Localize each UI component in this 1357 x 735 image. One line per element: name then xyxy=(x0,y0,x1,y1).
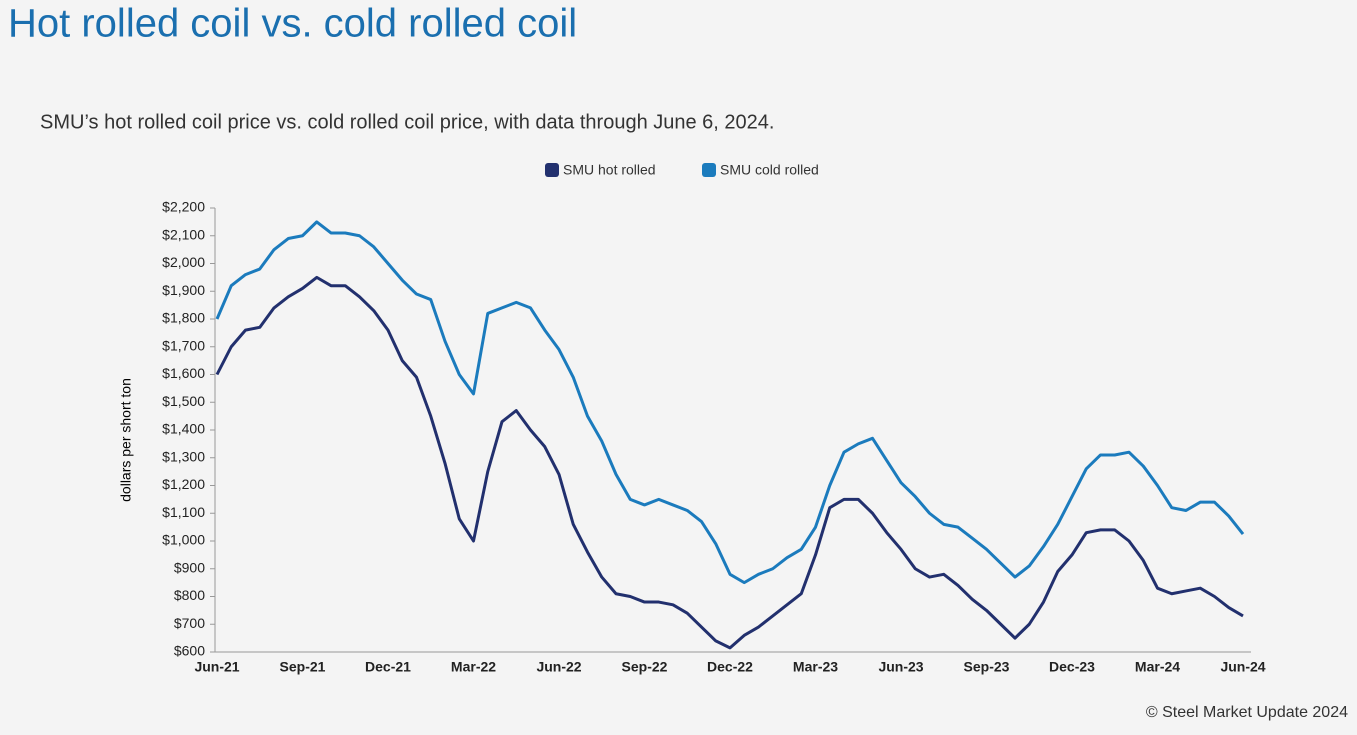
x-tick-label: Dec-21 xyxy=(365,659,411,675)
y-tick-label: $2,100 xyxy=(162,226,205,242)
y-tick-label: $1,400 xyxy=(162,421,205,437)
x-tick-label: Sep-21 xyxy=(280,659,326,675)
legend-swatch xyxy=(702,163,716,177)
y-tick-label: $1,800 xyxy=(162,310,205,326)
y-axis-label: dollars per short ton xyxy=(118,378,134,502)
y-tick-label: $2,000 xyxy=(162,254,205,270)
x-tick-label: Jun-21 xyxy=(194,659,239,675)
y-tick-label: $1,000 xyxy=(162,532,205,548)
legend-label: SMU hot rolled xyxy=(563,162,656,178)
y-tick-label: $600 xyxy=(174,643,205,659)
x-tick-label: Jun-23 xyxy=(878,659,923,675)
y-tick-label: $1,600 xyxy=(162,365,205,381)
y-tick-label: $1,200 xyxy=(162,476,205,492)
x-tick-label: Mar-22 xyxy=(451,659,496,675)
y-tick-label: $1,900 xyxy=(162,282,205,298)
y-tick-label: $900 xyxy=(174,559,205,575)
series-line xyxy=(215,220,1245,585)
x-tick-label: Sep-23 xyxy=(964,659,1010,675)
y-tick-label: $2,200 xyxy=(162,199,205,215)
series-line xyxy=(215,275,1244,650)
y-tick-label: $700 xyxy=(174,615,205,631)
x-tick-label: Dec-22 xyxy=(707,659,753,675)
x-tick-label: Mar-24 xyxy=(1135,659,1180,675)
y-tick-label: $800 xyxy=(174,587,205,603)
y-tick-label: $1,100 xyxy=(162,504,205,520)
x-tick-label: Jun-22 xyxy=(536,659,581,675)
x-tick-label: Sep-22 xyxy=(622,659,668,675)
y-tick-label: $1,500 xyxy=(162,393,205,409)
source: © Steel Market Update 2024 xyxy=(1146,704,1348,721)
chart-title: Hot rolled coil vs. cold rolled coil xyxy=(8,2,577,46)
x-tick-label: Mar-23 xyxy=(793,659,838,675)
y-tick-label: $1,700 xyxy=(162,337,205,353)
chart-subtitle: SMU’s hot rolled coil price vs. cold rol… xyxy=(40,111,774,133)
legend-label: SMU cold rolled xyxy=(720,162,819,178)
legend: SMU hot rolled SMU cold rolled xyxy=(545,162,819,178)
legend-swatch xyxy=(545,163,559,177)
y-tick-label: $1,300 xyxy=(162,448,205,464)
x-tick-label: Jun-24 xyxy=(1220,659,1265,675)
x-tick-label: Dec-23 xyxy=(1049,659,1095,675)
